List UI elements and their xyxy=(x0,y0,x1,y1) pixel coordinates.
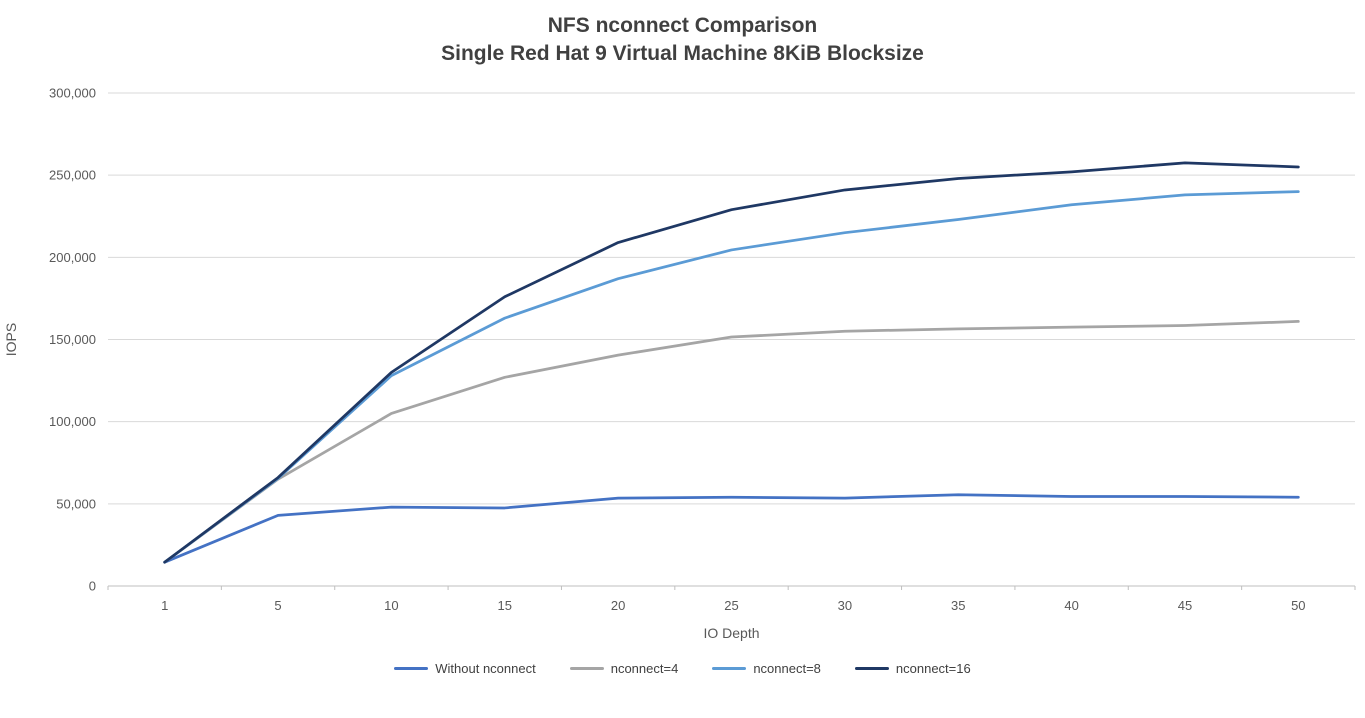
x-tick-label: 20 xyxy=(611,598,625,613)
y-tick-label: 50,000 xyxy=(56,496,96,511)
legend-label: Without nconnect xyxy=(435,660,536,676)
series-line-nconnect-16 xyxy=(163,161,1300,564)
x-tick-label: 50 xyxy=(1291,598,1305,613)
chart-title-block: NFS nconnect Comparison Single Red Hat 9… xyxy=(0,0,1365,69)
y-tick-label: 200,000 xyxy=(49,250,96,265)
x-axis-ticks xyxy=(107,585,1356,590)
y-tick-label: 100,000 xyxy=(49,414,96,429)
series-line-nconnect-4 xyxy=(163,319,1300,564)
legend-item-nconnect-8: nconnect=8 xyxy=(712,661,821,676)
legend-item-without-nconnect: Without nconnect xyxy=(394,660,536,676)
y-axis-title: IOPS xyxy=(3,322,19,355)
x-tick-label: 1 xyxy=(161,598,168,613)
y-tick-label: 0 xyxy=(89,578,96,593)
x-tick-label: 45 xyxy=(1178,598,1192,613)
legend-swatch xyxy=(394,666,429,670)
legend: Without nconnect nconnect=4 nconnect=8 ncon… xyxy=(0,661,1365,676)
legend-swatch xyxy=(569,666,604,670)
line-chart-svg: 0 50,000 100,000 150,000 200,000 250,000 300,0… xyxy=(3,85,1356,641)
x-axis-title: IO Depth xyxy=(703,625,759,641)
legend-swatch xyxy=(854,666,889,670)
legend-label: nconnect=8 xyxy=(753,660,821,676)
x-tick-label: 40 xyxy=(1064,598,1078,613)
x-tick-label: 15 xyxy=(498,598,512,613)
y-tick-label: 300,000 xyxy=(49,85,96,100)
y-tick-labels: 0 50,000 100,000 150,000 200,000 250,000 300,0… xyxy=(49,85,96,593)
x-tick-label: 25 xyxy=(724,598,738,613)
gridlines xyxy=(108,92,1355,587)
series-line-without-nconnect xyxy=(163,493,1300,564)
legend-item-nconnect-4: nconnect=4 xyxy=(569,660,679,676)
legend-label: nconnect=16 xyxy=(895,660,971,676)
legend-swatch xyxy=(712,666,747,670)
legend-label: nconnect=4 xyxy=(610,660,679,676)
x-tick-labels: 1 5 10 15 20 25 30 35 40 45 50 xyxy=(161,598,1305,613)
series-line-nconnect-8 xyxy=(163,189,1300,564)
legend-item-nconnect-16: nconnect=16 xyxy=(854,660,971,676)
y-tick-label: 250,000 xyxy=(49,167,96,182)
x-tick-label: 35 xyxy=(951,598,965,613)
chart-title: NFS nconnect Comparison xyxy=(547,14,818,37)
x-tick-label: 10 xyxy=(384,598,398,613)
chart-subtitle: Single Red Hat 9 Virtual Machine 8KiB Bl… xyxy=(441,42,924,66)
y-tick-label: 150,000 xyxy=(49,332,96,347)
x-tick-label: 5 xyxy=(274,598,281,613)
x-tick-label: 30 xyxy=(838,598,852,613)
